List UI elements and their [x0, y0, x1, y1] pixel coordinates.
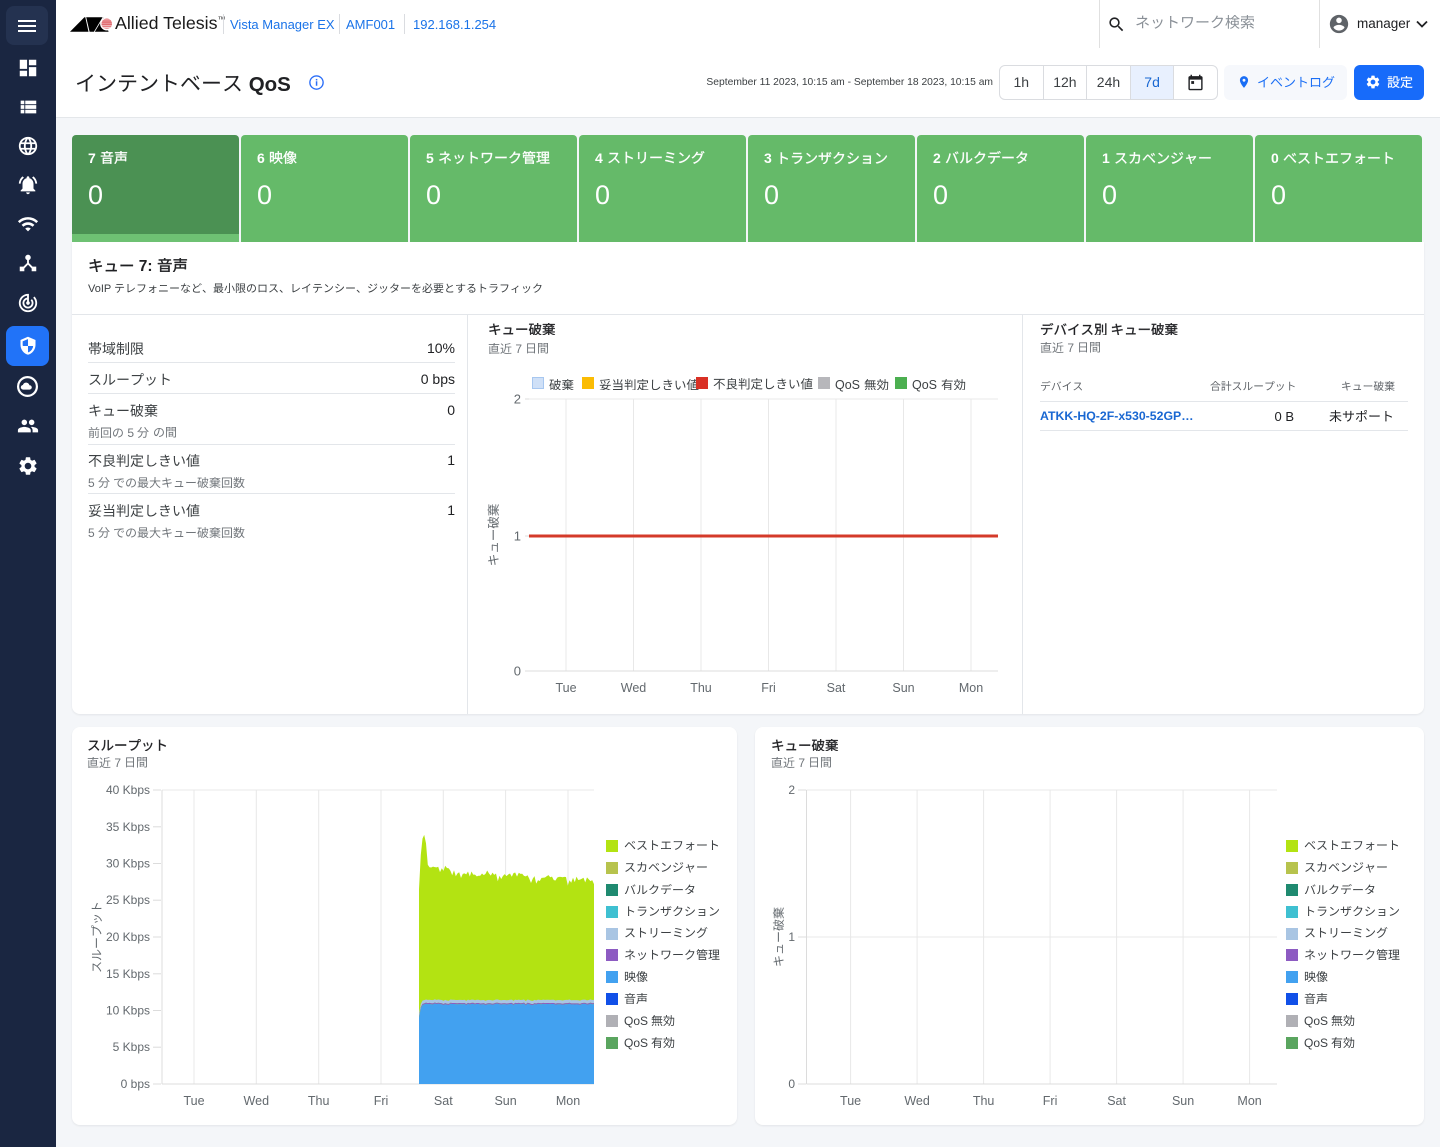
svg-text:Sat: Sat	[827, 681, 846, 695]
svg-text:Thu: Thu	[690, 681, 712, 695]
svg-text:1: 1	[788, 930, 795, 944]
svg-text:Sat: Sat	[1107, 1094, 1126, 1108]
svg-text:1: 1	[514, 529, 521, 544]
svg-text:2: 2	[788, 783, 795, 797]
svg-text:Mon: Mon	[556, 1094, 580, 1108]
svg-text:Tue: Tue	[555, 681, 576, 695]
svg-text:15 Kbps: 15 Kbps	[106, 967, 150, 981]
svg-text:10 Kbps: 10 Kbps	[106, 1004, 150, 1018]
svg-text:Fri: Fri	[374, 1094, 389, 1108]
svg-text:Wed: Wed	[621, 681, 647, 695]
svg-text:Tue: Tue	[183, 1094, 204, 1108]
svg-text:35 Kbps: 35 Kbps	[106, 820, 150, 834]
svg-text:Wed: Wed	[244, 1094, 270, 1108]
svg-text:2: 2	[514, 392, 521, 407]
svg-text:30 Kbps: 30 Kbps	[106, 857, 150, 871]
svg-text:Mon: Mon	[959, 681, 983, 695]
svg-text:Wed: Wed	[904, 1094, 930, 1108]
svg-text:Fri: Fri	[1043, 1094, 1058, 1108]
svg-text:0 bps: 0 bps	[121, 1077, 150, 1091]
svg-text:Sun: Sun	[892, 681, 914, 695]
svg-text:Mon: Mon	[1237, 1094, 1261, 1108]
svg-text:0: 0	[788, 1077, 795, 1091]
svg-text:Sun: Sun	[1172, 1094, 1194, 1108]
svg-text:5 Kbps: 5 Kbps	[113, 1040, 150, 1054]
svg-text:Tue: Tue	[840, 1094, 861, 1108]
svg-text:0: 0	[514, 664, 521, 679]
svg-text:Fri: Fri	[761, 681, 776, 695]
svg-text:Sun: Sun	[494, 1094, 516, 1108]
svg-text:40 Kbps: 40 Kbps	[106, 783, 150, 797]
svg-text:Thu: Thu	[973, 1094, 995, 1108]
svg-text:25 Kbps: 25 Kbps	[106, 893, 150, 907]
svg-text:Sat: Sat	[434, 1094, 453, 1108]
svg-text:Thu: Thu	[308, 1094, 330, 1108]
svg-text:20 Kbps: 20 Kbps	[106, 930, 150, 944]
